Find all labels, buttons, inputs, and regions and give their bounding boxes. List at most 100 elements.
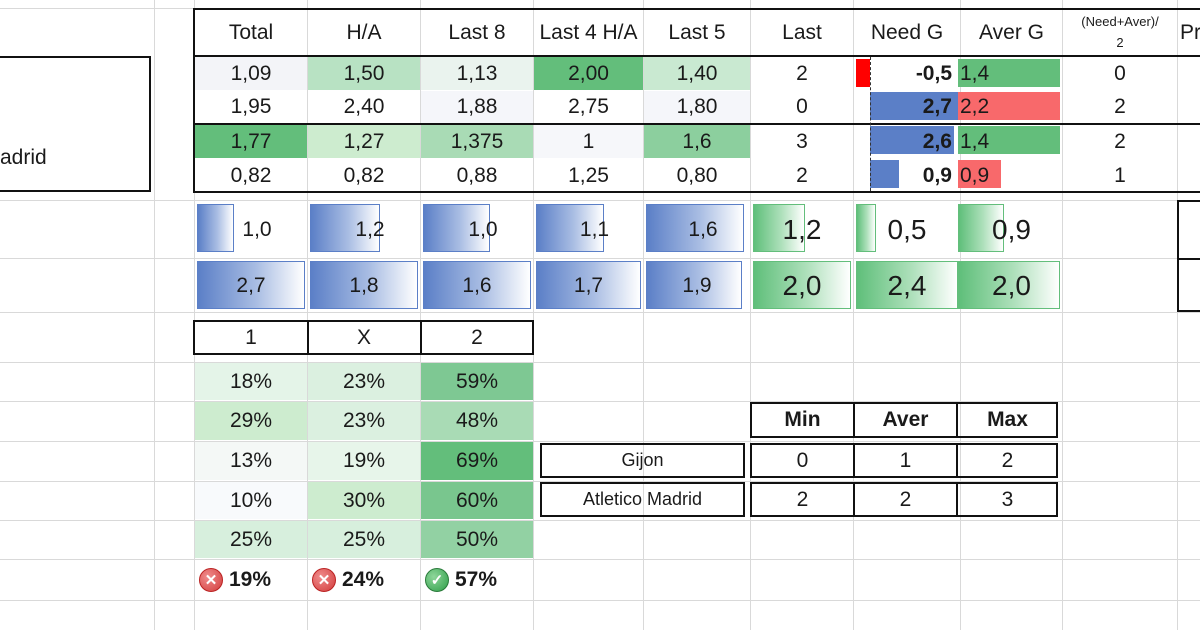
home-aver[interactable]: 1 xyxy=(899,448,912,472)
outcome-r2-away[interactable]: 69% xyxy=(455,449,499,472)
proj-a-last8[interactable]: 1,0 xyxy=(468,218,498,241)
aver-g-bar-row1 xyxy=(958,59,1060,87)
summary-away[interactable]: ✓ 57% xyxy=(421,561,533,599)
cell-r3-last[interactable]: 2 xyxy=(796,163,808,187)
header-home-away[interactable]: H/A xyxy=(346,21,382,44)
cell-r2-total[interactable]: 1,77 xyxy=(230,129,272,153)
proj-b-ha[interactable]: 1,8 xyxy=(349,274,379,297)
cell-r0-last[interactable]: 2 xyxy=(796,61,808,85)
summary-home[interactable]: ✕ 19% xyxy=(195,561,307,599)
proj-a-last4ha[interactable]: 1,1 xyxy=(579,218,610,241)
header-need-aver-line1[interactable]: (Need+Aver)/ xyxy=(1081,13,1159,29)
outcome-r1-home[interactable]: 29% xyxy=(229,409,273,432)
proj-b-total[interactable]: 2,7 xyxy=(236,274,266,297)
outcome-header-home[interactable]: 1 xyxy=(245,325,257,349)
team-home-name[interactable]: Gijon xyxy=(621,450,664,470)
cell-r1-aver-g[interactable]: 2,2 xyxy=(960,95,990,118)
header-last-4-ha[interactable]: Last 4 H/A xyxy=(539,21,638,44)
cell-r1-total[interactable]: 1,95 xyxy=(230,95,272,118)
cell-r1-last8[interactable]: 1,88 xyxy=(456,95,498,118)
cell-r1-need-g[interactable]: 2,7 xyxy=(922,95,952,118)
away-min[interactable]: 2 xyxy=(796,487,809,511)
goals-header-max[interactable]: Max xyxy=(987,408,1028,431)
cell-r0-total[interactable]: 1,09 xyxy=(230,61,272,85)
cell-r0-need-g[interactable]: -0,5 xyxy=(915,61,952,85)
cell-r0-need-aver[interactable]: 0 xyxy=(1114,61,1126,85)
outcome-r4-home[interactable]: 25% xyxy=(229,527,273,551)
outcome-r3-away[interactable]: 60% xyxy=(455,488,499,512)
home-min[interactable]: 0 xyxy=(796,448,809,472)
proj-a-last5[interactable]: 1,6 xyxy=(688,218,718,241)
cell-r0-ha[interactable]: 1,50 xyxy=(343,61,385,85)
header-last-8[interactable]: Last 8 xyxy=(448,21,506,44)
home-max[interactable]: 2 xyxy=(1001,448,1014,472)
outcome-r1-away[interactable]: 48% xyxy=(455,409,499,432)
away-aver[interactable]: 2 xyxy=(899,487,912,511)
cell-r2-aver-g[interactable]: 1,4 xyxy=(960,129,990,153)
cell-r1-ha[interactable]: 2,40 xyxy=(343,95,385,118)
outcome-r2-home[interactable]: 13% xyxy=(229,449,273,472)
team-away-name[interactable]: Atletico Madrid xyxy=(582,489,703,509)
cell-r1-last4ha[interactable]: 2,75 xyxy=(568,95,609,118)
cell-r3-last4ha[interactable]: 1,25 xyxy=(568,163,609,187)
cell-r2-last8[interactable]: 1,375 xyxy=(450,129,504,153)
cell-r3-ha[interactable]: 0,82 xyxy=(343,163,385,187)
proj-a-last[interactable]: 1,2 xyxy=(782,214,822,245)
cell-r2-need-aver[interactable]: 2 xyxy=(1114,129,1126,153)
cell-r3-aver-g[interactable]: 0,9 xyxy=(960,163,990,187)
cell-r1-last[interactable]: 0 xyxy=(796,95,808,118)
cell-r0-last4ha[interactable]: 2,00 xyxy=(568,61,609,85)
outcome-header-draw[interactable]: X xyxy=(356,325,371,349)
proj-a-aver-g[interactable]: 0,9 xyxy=(992,214,1031,245)
cell-r2-last5[interactable]: 1,6 xyxy=(682,129,712,153)
cell-r3-last5[interactable]: 0,80 xyxy=(676,163,718,187)
cell-r3-need-g[interactable]: 0,9 xyxy=(922,163,952,187)
cell-r3-need-aver[interactable]: 1 xyxy=(1114,163,1126,187)
cell-r2-ha[interactable]: 1,27 xyxy=(343,129,385,153)
databar-a-3 xyxy=(536,204,604,252)
outcome-r3-home[interactable]: 10% xyxy=(229,488,273,512)
cell-r0-last8[interactable]: 1,13 xyxy=(456,61,498,85)
proj-a-ha[interactable]: 1,2 xyxy=(355,218,385,241)
header-aver-g[interactable]: Aver G xyxy=(979,21,1044,44)
outcome-r0-away[interactable]: 59% xyxy=(455,369,499,393)
team-name-cell[interactable] xyxy=(0,56,151,192)
header-last[interactable]: Last xyxy=(782,21,822,44)
outcome-r1-draw[interactable]: 23% xyxy=(342,409,386,432)
outcome-header-away[interactable]: 2 xyxy=(471,325,483,349)
proj-b-last[interactable]: 2,0 xyxy=(782,270,822,301)
cell-r0-last5[interactable]: 1,40 xyxy=(676,61,718,85)
proj-b-last5[interactable]: 1,9 xyxy=(682,274,712,297)
cell-r3-total[interactable]: 0,82 xyxy=(230,163,272,187)
outcome-r4-away[interactable]: 50% xyxy=(455,527,499,551)
cell-r1-need-aver[interactable]: 2 xyxy=(1114,95,1126,118)
proj-b-last4ha[interactable]: 1,7 xyxy=(573,274,604,297)
outcome-r3-draw[interactable]: 30% xyxy=(342,488,386,512)
outcome-r0-home[interactable]: 18% xyxy=(229,369,273,393)
databar-b-0 xyxy=(197,261,305,309)
cell-r2-last4ha[interactable]: 1 xyxy=(582,129,595,153)
cell-r1-last5[interactable]: 1,80 xyxy=(676,95,718,118)
outcome-r0-draw[interactable]: 23% xyxy=(342,369,386,393)
header-total[interactable]: Total xyxy=(228,21,274,44)
cell-r2-last[interactable]: 3 xyxy=(796,129,808,153)
cell-r2-need-g[interactable]: 2,6 xyxy=(922,129,952,153)
proj-b-aver-g[interactable]: 2,0 xyxy=(992,270,1031,301)
proj-a-need-g[interactable]: 0,5 xyxy=(887,214,927,245)
goals-header-min[interactable]: Min xyxy=(784,408,821,431)
goals-header-border xyxy=(750,402,1058,438)
proj-b-last8[interactable]: 1,6 xyxy=(462,274,492,297)
header-need-g[interactable]: Need G xyxy=(870,21,944,44)
cell-r0-aver-g[interactable]: 1,4 xyxy=(960,61,990,85)
summary-draw[interactable]: ✕ 24% xyxy=(308,561,420,599)
need-g-bar-row3 xyxy=(870,126,954,154)
proj-a-total[interactable]: 1,0 xyxy=(242,218,272,241)
proj-b-need-g[interactable]: 2,4 xyxy=(887,270,927,301)
goals-header-aver[interactable]: Aver xyxy=(882,408,929,431)
check-icon: ✓ xyxy=(425,568,449,592)
away-max[interactable]: 3 xyxy=(1001,487,1014,511)
cell-r3-last8[interactable]: 0,88 xyxy=(456,163,498,187)
header-last-5[interactable]: Last 5 xyxy=(668,21,726,44)
outcome-r4-draw[interactable]: 25% xyxy=(342,527,386,551)
outcome-r2-draw[interactable]: 19% xyxy=(342,449,386,472)
